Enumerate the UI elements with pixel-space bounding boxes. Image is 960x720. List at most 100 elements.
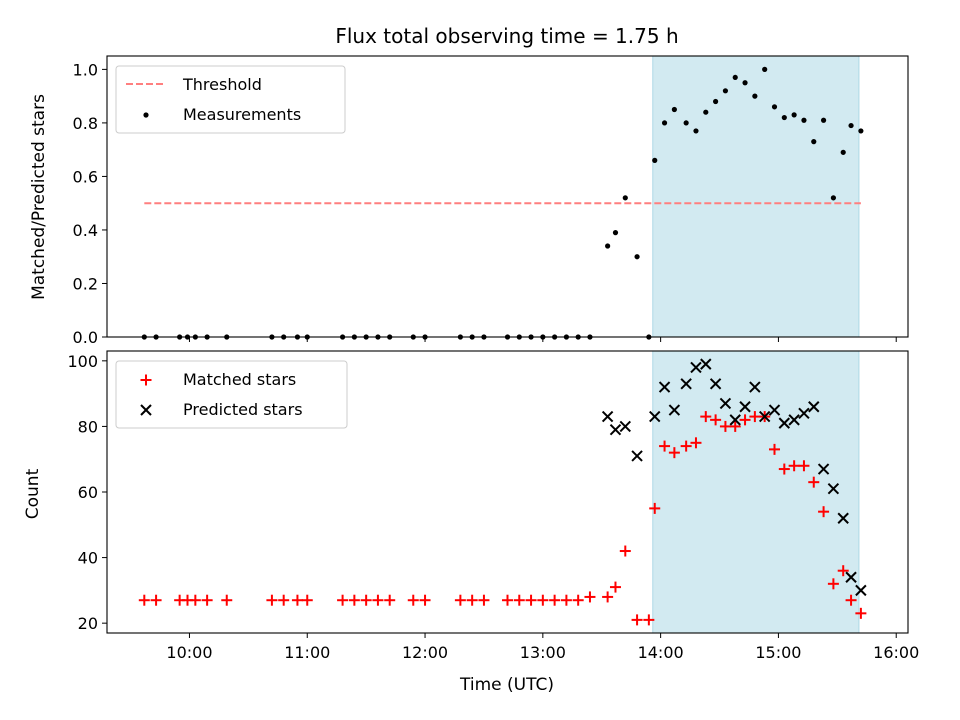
- top-y-tick-label: 0.6: [73, 167, 98, 186]
- legend-matched-swatch: [140, 374, 152, 386]
- x-tick-label: 10:00: [166, 643, 212, 662]
- matched-star-point: [513, 594, 525, 606]
- measurement-point: [713, 98, 719, 105]
- measurement-point: [732, 74, 738, 81]
- predicted-star-point: [619, 420, 632, 433]
- predicted-star-point: [798, 407, 810, 420]
- measurement-point: [605, 243, 611, 249]
- predicted-star-point: [768, 404, 781, 416]
- measurement-point: [661, 120, 668, 126]
- matched-star-point: [710, 414, 722, 426]
- predicted-star-point: [778, 417, 791, 429]
- top-legend: Threshold Measurements: [115, 65, 346, 134]
- legend-predicted-label: Predicted stars: [183, 400, 303, 419]
- predicted-star-point: [709, 378, 722, 390]
- matched-star-point: [201, 594, 213, 606]
- predicted-star-point: [808, 401, 820, 413]
- matched-star-point: [808, 476, 820, 488]
- predicted-star-point: [658, 381, 671, 393]
- predicted-star-point: [719, 397, 732, 410]
- measurement-point: [781, 114, 787, 121]
- matched-star-point: [502, 594, 513, 606]
- predicted-star-point: [649, 410, 661, 423]
- top-observing-window: [652, 55, 860, 338]
- x-tick-label: 16:00: [873, 643, 919, 662]
- measurement-point: [634, 254, 640, 260]
- matched-star-point: [729, 420, 741, 432]
- predicted-star-point: [700, 358, 712, 370]
- top-y-axis-label: Matched/Predicted stars: [29, 94, 49, 300]
- matched-star-point: [466, 594, 478, 606]
- x-tick-label: 14:00: [638, 643, 684, 662]
- legend-measurements-label: Measurements: [183, 105, 301, 124]
- matched-star-point: [649, 502, 661, 514]
- matched-star-point: [749, 411, 761, 423]
- predicted-star-point: [739, 401, 751, 413]
- predicted-star-point: [609, 423, 622, 436]
- top-y-tick-label: 0.2: [73, 274, 98, 293]
- matched-star-point: [384, 594, 396, 606]
- predicted-star-point: [729, 414, 741, 426]
- x-tick-label: 13:00: [520, 643, 566, 662]
- legend-threshold-label: Threshold: [182, 75, 262, 94]
- matched-star-point: [643, 614, 655, 626]
- matched-star-point: [348, 594, 360, 606]
- measurement-point: [848, 122, 854, 129]
- measurement-point: [612, 230, 619, 236]
- predicted-star-point: [827, 483, 840, 495]
- matched-star-point: [419, 594, 431, 606]
- measurement-point: [671, 106, 677, 113]
- predicted-star-point: [680, 378, 692, 390]
- measurement-point: [703, 109, 709, 115]
- matched-star-point: [668, 447, 680, 459]
- matched-star-point: [560, 594, 572, 606]
- matched-star-point: [278, 594, 290, 606]
- matched-star-point: [845, 594, 857, 606]
- predicted-star-point: [749, 381, 761, 393]
- measurement-point: [801, 117, 807, 123]
- matched-star-point: [609, 581, 621, 593]
- matched-star-point: [659, 440, 671, 452]
- matched-star-point: [619, 545, 631, 557]
- matched-star-point: [827, 578, 839, 590]
- x-tick-label: 15:00: [755, 643, 801, 662]
- measurement-point: [742, 80, 748, 86]
- measurement-point: [820, 117, 827, 123]
- matched-star-point: [454, 594, 466, 606]
- top-legend-box: [115, 65, 346, 134]
- matched-star-point: [221, 594, 233, 606]
- predicted-star-point: [817, 463, 830, 475]
- matched-star-point: [584, 591, 596, 603]
- predicted-star-point: [601, 410, 614, 423]
- predicted-star-point: [668, 404, 681, 416]
- bottom-y-tick-label: 100: [67, 352, 98, 371]
- matched-star-point: [855, 607, 867, 619]
- matched-star-point: [407, 594, 419, 606]
- matched-star-point: [337, 594, 349, 606]
- top-y-tick-label: 0.8: [73, 114, 98, 133]
- measurement-point: [752, 93, 758, 99]
- matched-star-point: [602, 591, 614, 603]
- matched-star-point: [680, 440, 692, 452]
- matched-star-point: [798, 460, 810, 472]
- matched-star-point: [769, 443, 780, 455]
- predicted-star-point: [758, 410, 771, 423]
- matched-star-point: [719, 420, 731, 432]
- bottom-panel-frame: [106, 350, 909, 634]
- matched-star-point: [778, 463, 790, 475]
- matched-star-point: [360, 594, 372, 606]
- matched-star-point: [631, 614, 643, 626]
- predicted-star-point: [631, 450, 643, 462]
- bottom-y-tick-label: 80: [78, 417, 98, 436]
- top-y-tick-label: 1.0: [73, 60, 98, 79]
- matched-star-point: [525, 594, 537, 606]
- predicted-star-point: [690, 361, 702, 374]
- x-tick-label: 12:00: [402, 643, 448, 662]
- measurement-point: [771, 104, 778, 110]
- matched-star-point: [150, 594, 162, 606]
- bottom-observing-window: [652, 350, 860, 634]
- legend-predicted-swatch: [140, 404, 152, 416]
- bottom-y-tick-label: 40: [78, 549, 98, 568]
- predicted-star-point: [845, 571, 857, 583]
- matched-star-point: [739, 414, 751, 426]
